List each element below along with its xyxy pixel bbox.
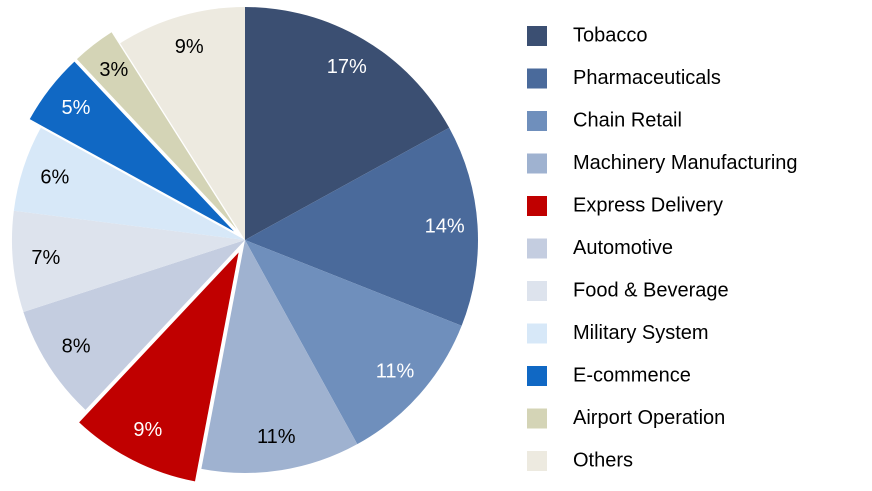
legend-label: Others [573, 449, 633, 471]
legend-label: Food & Beverage [573, 279, 729, 301]
data-label: 3% [99, 59, 128, 81]
legend-label: Machinery Manufacturing [573, 152, 798, 174]
data-label: 11% [257, 426, 296, 448]
pie-slice [201, 240, 358, 473]
legend-label: Tobacco [573, 24, 648, 46]
legend-label: Chain Retail [573, 109, 682, 131]
legend-swatch [527, 26, 547, 46]
pie-slice [12, 210, 245, 313]
legend-swatch [527, 281, 547, 301]
data-label: 17% [327, 56, 367, 78]
data-label: 6% [40, 166, 69, 188]
legend-swatch [527, 323, 547, 344]
data-label: 9% [175, 36, 204, 58]
legend-swatch [527, 238, 547, 259]
pie-slice [120, 7, 245, 240]
data-label: 14% [425, 216, 465, 238]
legend-label: E-commence [573, 364, 691, 386]
legend-label: Express Delivery [573, 194, 723, 216]
legend-label: Airport Operation [573, 407, 725, 429]
pie-slice [13, 127, 245, 240]
pie-slice [29, 61, 234, 232]
legend-swatch [527, 451, 547, 471]
data-label: 9% [133, 419, 162, 441]
legend-label: Pharmaceuticals [573, 67, 721, 89]
legend-label: Automotive [573, 237, 673, 259]
data-label: 11% [376, 361, 415, 383]
data-label: 7% [31, 247, 60, 269]
legend-swatch [527, 408, 547, 429]
data-label: 8% [62, 335, 91, 357]
pie-slice [23, 240, 245, 410]
pie-slice [245, 240, 462, 445]
legend-swatch [527, 196, 547, 216]
legend-swatch [527, 68, 547, 89]
legend-swatch [527, 153, 547, 174]
legend-swatch [527, 366, 547, 386]
pie-slice [79, 252, 239, 482]
legend-swatch [527, 111, 547, 131]
pie-slice [76, 32, 237, 229]
legend-label: Military System [573, 322, 709, 344]
data-label: 5% [61, 97, 90, 119]
pie-slice [245, 7, 450, 240]
pie-slice [245, 127, 478, 326]
